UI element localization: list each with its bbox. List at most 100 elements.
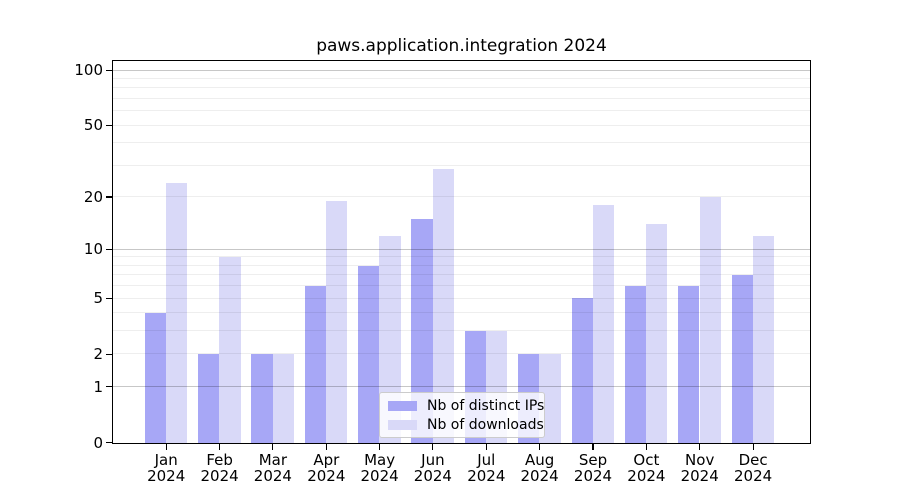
gridline-90 xyxy=(113,78,810,79)
bar-downloads-may xyxy=(379,236,401,443)
gridline-30 xyxy=(113,164,810,166)
x-tick-year: 2024 xyxy=(307,466,346,485)
bar-distinct-ips-oct xyxy=(624,285,647,443)
x-tick-mark-feb xyxy=(219,444,221,450)
legend-swatch-distinct-ips xyxy=(388,400,417,411)
legend-swatch-downloads xyxy=(388,419,417,430)
y-tick-label-10: 10 xyxy=(83,240,103,259)
x-tick-month: Apr xyxy=(313,451,340,469)
gridline-7 xyxy=(113,274,810,276)
x-tick-month: Jan xyxy=(154,451,178,469)
bar-downloads-apr xyxy=(326,201,348,443)
y-tick-label-50: 50 xyxy=(83,116,103,135)
bar-distinct-ips-jan xyxy=(144,313,166,443)
x-tick-label-sep: Sep 2024 xyxy=(561,452,625,485)
y-tick-label-20: 20 xyxy=(83,188,103,206)
gridline-8 xyxy=(113,264,810,266)
x-tick-label-aug: Aug 2024 xyxy=(508,451,572,485)
x-tick-mark-apr xyxy=(325,444,327,450)
x-tick-year: 2024 xyxy=(520,466,559,485)
bar-distinct-ips-dec xyxy=(731,275,753,443)
gridline-4 xyxy=(113,312,810,314)
x-tick-year: 2024 xyxy=(200,466,239,485)
legend-label-distinct-ips: Nb of distinct IPs xyxy=(427,397,545,414)
gridline-80 xyxy=(113,87,810,89)
bar-distinct-ips-apr xyxy=(304,285,327,443)
x-tick-label-jul: Jul 2024 xyxy=(454,451,518,484)
bar-downloads-nov xyxy=(699,197,721,443)
x-tick-label-dec: Dec 2024 xyxy=(721,451,785,484)
y-tick-mark-100 xyxy=(105,69,113,71)
x-tick-label-feb: Feb 2024 xyxy=(188,452,252,485)
gridline-10 xyxy=(113,248,810,250)
bar-downloads-oct xyxy=(646,224,668,443)
bar-downloads-dec xyxy=(752,236,775,443)
legend-label-downloads: Nb of downloads xyxy=(427,416,544,433)
gridline-50 xyxy=(113,124,810,126)
y-tick-mark-2 xyxy=(105,353,113,355)
x-tick-label-nov: Nov 2024 xyxy=(668,452,732,485)
gridlines-layer xyxy=(113,61,810,443)
x-tick-year: 2024 xyxy=(573,466,613,485)
x-tick-month: Aug xyxy=(524,451,555,469)
x-tick-label-oct: Oct 2024 xyxy=(614,452,678,485)
bar-downloads-mar xyxy=(272,354,294,443)
gridline-60 xyxy=(113,110,810,112)
gridline-6 xyxy=(113,285,810,286)
x-tick-month: Mar xyxy=(258,451,288,469)
x-tick-mark-dec xyxy=(752,444,754,450)
y-tick-mark-5 xyxy=(105,297,113,299)
x-tick-mark-jun xyxy=(432,444,434,450)
x-tick-year: 2024 xyxy=(627,466,666,485)
plot-area xyxy=(112,60,811,444)
gridline-1 xyxy=(113,386,810,388)
x-tick-label-may: May 2024 xyxy=(348,451,412,485)
x-tick-label-apr: Apr 2024 xyxy=(294,451,358,485)
x-tick-mark-jan xyxy=(165,444,167,450)
y-tick-mark-10 xyxy=(105,248,113,250)
bar-distinct-ips-jun xyxy=(411,219,433,443)
y-tick-mark-1 xyxy=(105,386,113,388)
legend: Nb of distinct IPs Nb of downloads xyxy=(379,392,545,438)
x-tick-label-jun: Jun 2024 xyxy=(401,451,465,485)
y-tick-label-1: 1 xyxy=(93,377,103,396)
x-tick-year: 2024 xyxy=(360,466,399,485)
x-tick-year: 2024 xyxy=(413,466,452,485)
x-tick-mark-aug xyxy=(539,444,541,450)
bar-downloads-sep xyxy=(592,205,615,443)
bar-downloads-jan xyxy=(166,183,188,443)
x-tick-mark-jul xyxy=(485,444,487,450)
bar-distinct-ips-nov xyxy=(678,285,700,443)
y-tick-label-5: 5 xyxy=(93,289,103,308)
x-tick-mark-oct xyxy=(645,444,647,450)
x-tick-month: Jul xyxy=(477,451,496,469)
y-tick-mark-20 xyxy=(105,196,113,198)
gridline-3 xyxy=(113,330,810,332)
bar-downloads-feb xyxy=(219,257,241,443)
bar-distinct-ips-may xyxy=(358,265,380,443)
x-tick-year: 2024 xyxy=(253,466,292,485)
y-tick-label-0: 0 xyxy=(93,433,103,452)
gridline-9 xyxy=(113,256,810,258)
gridline-70 xyxy=(113,98,810,99)
x-tick-year: 2024 xyxy=(147,466,186,485)
x-tick-month: Dec xyxy=(738,451,768,469)
y-tick-label-100: 100 xyxy=(74,61,103,80)
gridline-2 xyxy=(113,353,810,355)
chart-title: paws.application.integration 2024 xyxy=(316,36,607,56)
x-tick-year: 2024 xyxy=(680,466,719,485)
bar-distinct-ips-mar xyxy=(251,354,273,443)
x-tick-month: Jun xyxy=(421,451,445,469)
gridline-40 xyxy=(113,142,810,144)
bar-distinct-ips-sep xyxy=(571,298,593,443)
y-tick-label-2: 2 xyxy=(93,345,103,364)
legend-item-distinct-ips: Nb of distinct IPs xyxy=(388,398,544,414)
bar-downloads-jun xyxy=(432,168,455,443)
x-tick-mark-may xyxy=(379,444,381,450)
x-tick-label-jan: Jan 2024 xyxy=(134,451,198,485)
x-tick-month: May xyxy=(364,451,396,469)
x-tick-mark-mar xyxy=(272,444,274,450)
y-tick-mark-0 xyxy=(105,442,113,444)
bar-distinct-ips-feb xyxy=(198,354,220,443)
